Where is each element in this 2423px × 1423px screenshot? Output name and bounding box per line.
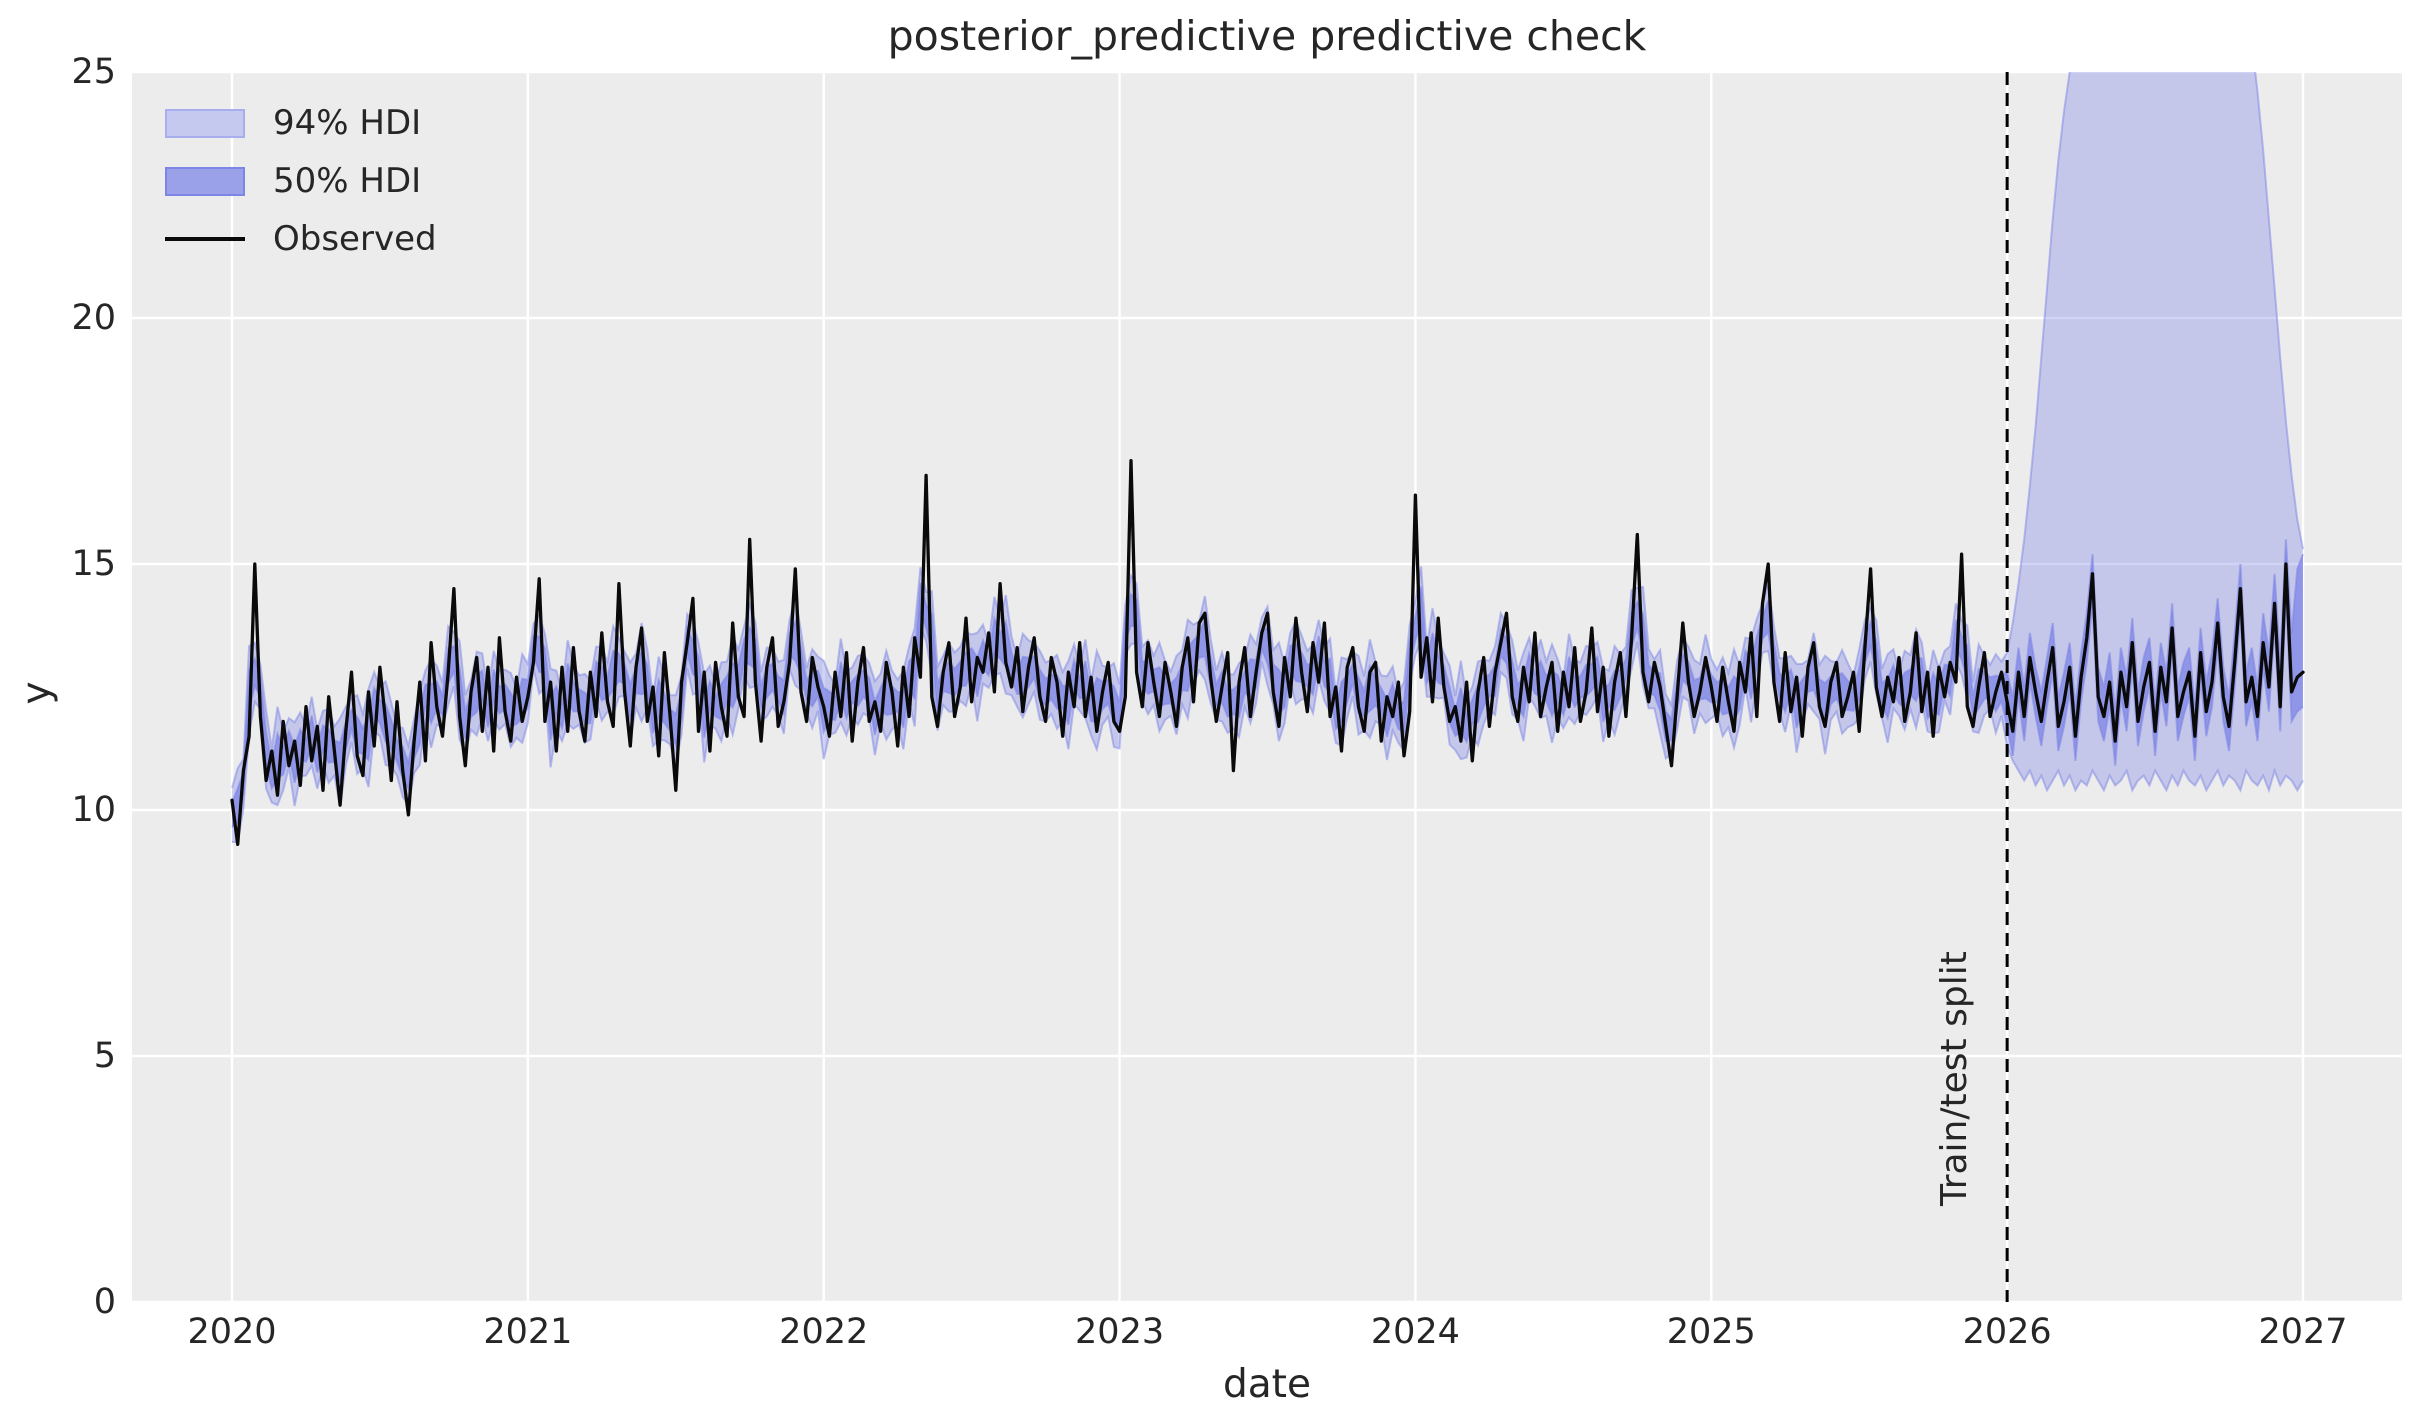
x-tick-label: 2023 <box>1075 1312 1164 1352</box>
legend-label-observed: Observed <box>273 219 437 259</box>
y-tick-label: 25 <box>71 52 116 92</box>
legend-item-50-hdi: 50% HDI <box>165 152 437 210</box>
x-tick-label: 2021 <box>483 1312 572 1352</box>
y-axis-label: y <box>14 681 60 705</box>
y-tick-label: 15 <box>71 544 116 584</box>
y-tick-label: 10 <box>71 790 116 830</box>
legend-item-94-hdi: 94% HDI <box>165 94 437 152</box>
observed-line-swatch <box>165 237 245 241</box>
x-tick-label: 2027 <box>2258 1312 2347 1352</box>
x-tick-label: 2022 <box>779 1312 868 1352</box>
legend-item-observed: Observed <box>165 210 437 268</box>
y-tick-label: 5 <box>94 1036 116 1076</box>
x-tick-label: 2025 <box>1667 1312 1756 1352</box>
legend-label-50-hdi: 50% HDI <box>273 161 422 201</box>
y-tick-label: 0 <box>94 1282 116 1322</box>
train-test-split-label: Train/test split <box>1934 951 1975 1207</box>
hdi94-band-swatch <box>165 108 245 138</box>
y-tick-label: 20 <box>71 298 116 338</box>
x-tick-label: 2020 <box>187 1312 276 1352</box>
chart-title: posterior_predictive predictive check <box>887 12 1647 60</box>
legend-label-94-hdi: 94% HDI <box>273 103 422 143</box>
hdi50-band-swatch <box>165 166 245 196</box>
x-tick-label: 2026 <box>1963 1312 2052 1352</box>
x-tick-label: 2024 <box>1371 1312 1460 1352</box>
observed-line <box>230 459 2305 847</box>
legend: 94% HDI 50% HDI Observed <box>165 94 437 268</box>
x-axis-label: date <box>1223 1362 1311 1407</box>
